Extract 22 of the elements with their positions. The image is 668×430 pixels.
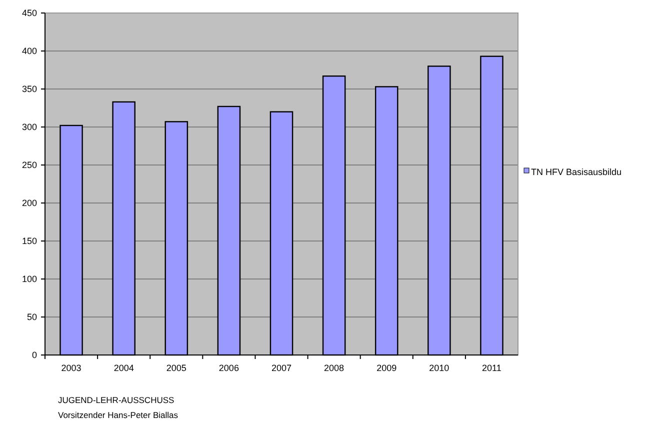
y-tick-label: 150 — [22, 236, 37, 246]
legend-label: TN HFV Basisausbildu — [531, 167, 622, 178]
x-tick-label: 2006 — [218, 363, 239, 373]
text: Vorsitzender Hans-Peter Biallas — [58, 410, 178, 420]
x-tick-label: 2005 — [166, 363, 186, 373]
x-tick-label: 2010 — [429, 363, 450, 373]
text: JUGEND-LEHR-AUSSCHUSS — [58, 395, 175, 405]
x-tick-label: 2004 — [114, 363, 134, 373]
x-tick-label: 2003 — [61, 363, 82, 373]
y-tick-label: 0 — [32, 350, 37, 360]
y-tick-label: 50 — [26, 312, 37, 322]
x-tick-label: 2008 — [324, 363, 344, 373]
y-tick-label: 400 — [22, 46, 37, 56]
y-tick-label: 100 — [22, 274, 37, 284]
x-tick-label: 2007 — [271, 363, 292, 373]
y-tick-label: 250 — [22, 160, 37, 170]
x-tick-label: 2011 — [482, 363, 502, 373]
y-tick-label: 200 — [22, 198, 37, 208]
y-tick-label: 350 — [22, 84, 37, 94]
y-tick-label: 300 — [22, 122, 37, 132]
y-tick-label: 450 — [22, 8, 37, 18]
x-tick-label: 2009 — [376, 363, 397, 373]
